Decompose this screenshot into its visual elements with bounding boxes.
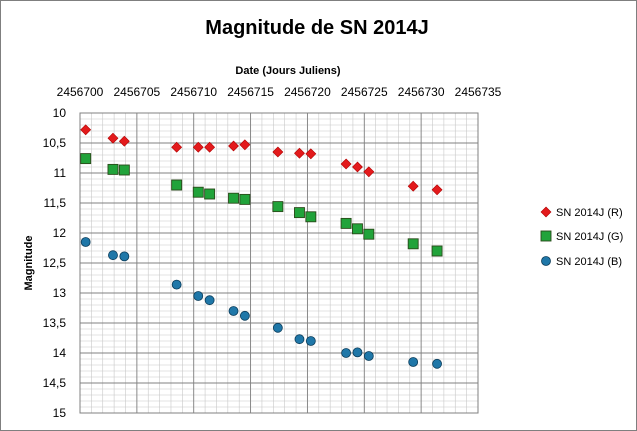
- x-tick-label: 2456725: [341, 85, 388, 99]
- legend-label: SN 2014J (G): [556, 231, 623, 243]
- y-tick-label: 12,5: [43, 256, 67, 270]
- x-tick-label: 2456705: [113, 85, 160, 99]
- x-tick-label: 2456730: [398, 85, 445, 99]
- y-axis-title: Magnitude: [23, 236, 35, 291]
- data-point: [204, 295, 215, 306]
- legend-marker: [540, 206, 552, 218]
- y-tick-label: 11,5: [44, 196, 67, 210]
- data-point: [363, 166, 375, 178]
- data-point: [294, 147, 305, 159]
- data-point: [80, 153, 92, 165]
- y-tick-label: 13: [53, 286, 67, 300]
- data-point: [228, 140, 239, 152]
- series-square: [80, 153, 443, 257]
- y-tick-label: 12: [53, 226, 67, 240]
- legend-marker: [541, 256, 551, 266]
- data-point: [171, 179, 183, 191]
- data-points: [80, 124, 443, 369]
- data-point: [352, 347, 363, 358]
- series-diamond: [80, 124, 443, 196]
- data-point: [407, 180, 419, 192]
- legend: SN 2014J (R) SN 2014J (G) SN 2014J (B): [540, 206, 623, 268]
- data-point: [432, 358, 442, 369]
- data-point: [272, 322, 283, 333]
- data-point: [193, 291, 204, 301]
- x-tick-label: 2456715: [227, 85, 274, 99]
- data-point: [204, 188, 216, 200]
- data-point: [305, 336, 316, 346]
- data-point: [107, 132, 119, 144]
- legend-marker: [540, 230, 552, 242]
- data-point: [118, 164, 130, 176]
- data-point: [408, 357, 419, 367]
- data-point: [204, 141, 216, 153]
- data-point: [239, 139, 251, 151]
- x-tick-label: 2456735: [455, 85, 502, 99]
- y-tick-label: 11: [54, 166, 67, 180]
- chart-title: Magnitude de SN 2014J: [205, 17, 428, 39]
- data-point: [431, 184, 443, 196]
- axis-ticks: 2456700 2456705 2456710 2456715 2456720 24567…: [43, 85, 502, 420]
- data-point: [340, 217, 352, 229]
- data-point: [352, 161, 363, 173]
- y-tick-label: 15: [53, 406, 67, 420]
- y-tick-label: 10: [53, 106, 67, 120]
- data-point: [272, 146, 284, 158]
- data-point: [80, 237, 91, 247]
- data-point: [228, 192, 239, 204]
- data-point: [171, 141, 183, 153]
- data-point: [171, 279, 182, 290]
- data-point: [294, 207, 305, 219]
- data-point: [107, 163, 119, 175]
- data-point: [341, 348, 351, 358]
- data-point: [305, 148, 317, 160]
- y-tick-label: 14: [53, 346, 67, 360]
- y-tick-label: 14,5: [43, 376, 67, 390]
- data-point: [305, 211, 317, 223]
- data-point: [294, 334, 305, 345]
- data-point: [228, 306, 239, 316]
- y-tick-label: 10,5: [43, 136, 67, 150]
- data-point: [407, 238, 419, 250]
- plot-border: [79, 112, 479, 414]
- data-point: [431, 245, 443, 257]
- data-point: [239, 193, 251, 205]
- data-point: [352, 223, 363, 235]
- data-point: [192, 186, 204, 198]
- data-point: [192, 141, 204, 153]
- data-point: [340, 158, 352, 170]
- grid: [79, 112, 479, 414]
- data-point: [118, 135, 130, 147]
- data-point: [239, 310, 250, 321]
- data-point: [80, 124, 92, 136]
- data-point: [108, 250, 118, 261]
- legend-label: SN 2014J (B): [556, 256, 622, 268]
- data-point: [363, 351, 374, 361]
- legend-label: SN 2014J (R): [556, 207, 623, 219]
- data-point: [363, 228, 375, 240]
- data-point: [272, 201, 284, 213]
- data-point: [119, 251, 130, 262]
- x-tick-label: 2456710: [170, 85, 217, 99]
- series-circle: [80, 237, 442, 369]
- y-tick-label: 13,5: [43, 316, 67, 330]
- x-axis-title: Date (Jours Juliens): [235, 65, 340, 77]
- x-tick-label: 2456720: [284, 85, 331, 99]
- x-tick-label: 2456700: [57, 85, 104, 99]
